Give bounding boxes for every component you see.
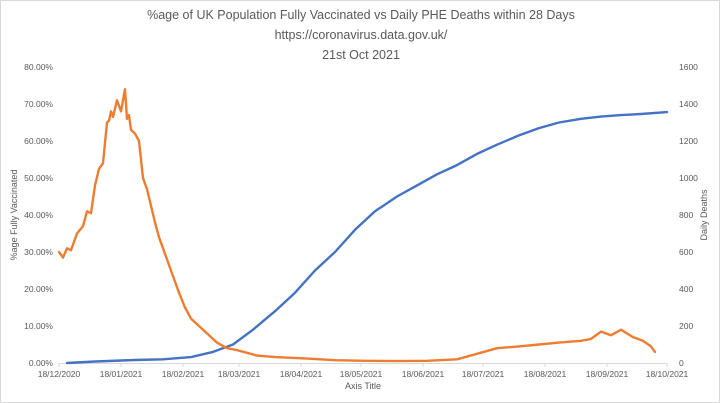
y-right-tick-label: 600 [679,247,693,257]
chart-title-line-1: %age of UK Population Fully Vaccinated v… [147,8,575,22]
y-left-axis-title: %age Fully Vaccinated [9,170,19,261]
y-right-tick-label: 1400 [679,99,698,109]
y-right-tick-label: 400 [679,284,693,294]
y-right-tick-label: 200 [679,321,693,331]
x-tick-label: 18/03/2021 [218,369,261,379]
x-tick-label: 18/12/2020 [38,369,81,379]
y-right-tick-label: 1200 [679,136,698,146]
x-tick-label: 18/08/2021 [524,369,567,379]
y-right-tick-label: 1000 [679,173,698,183]
x-tick-label: 18/01/2021 [100,369,143,379]
y-right-tick-label: 0 [679,358,684,368]
y-left-tick-label: 30.00% [24,247,53,257]
chart-title-line-3: 21st Oct 2021 [322,48,400,62]
y-right-axis-title: Daily Deaths [699,189,709,241]
x-tick-label: 18/09/2021 [586,369,629,379]
deaths-line [57,87,657,363]
y-right-tick-label: 1600 [679,62,698,72]
y-left-tick-label: 70.00% [24,99,53,109]
vaccinated-line [65,110,669,365]
x-axis-title: Axis Title [345,381,381,391]
y-left-tick-label: 10.00% [24,321,53,331]
x-tick-label: 18/10/2021 [646,369,689,379]
x-tick-label: 18/07/2021 [462,369,505,379]
y-left-tick-label: 60.00% [24,136,53,146]
chart-title-line-2: https://coronavirus.data.gov.uk/ [274,28,448,42]
y-left-tick-label: 0.00% [29,358,54,368]
x-tick-label: 18/02/2021 [162,369,205,379]
x-tick-label: 18/04/2021 [280,369,323,379]
x-tick-label: 18/05/2021 [340,369,383,379]
x-tick-label: 18/06/2021 [402,369,445,379]
y-left-tick-label: 80.00% [24,62,53,72]
y-left-tick-label: 20.00% [24,284,53,294]
y-left-tick-label: 50.00% [24,173,53,183]
y-left-tick-label: 40.00% [24,210,53,220]
y-right-tick-label: 800 [679,210,693,220]
